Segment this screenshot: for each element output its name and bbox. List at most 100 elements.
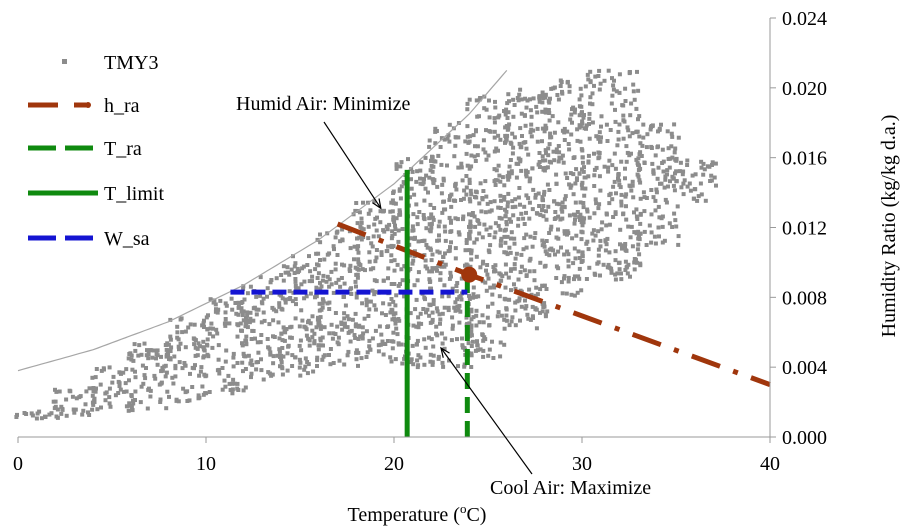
tmy3-point xyxy=(498,227,503,232)
tmy3-point xyxy=(461,196,466,201)
tmy3-point xyxy=(443,238,448,243)
tmy3-point xyxy=(642,160,647,165)
tmy3-point xyxy=(602,78,607,83)
tmy3-point xyxy=(569,132,574,137)
tmy3-point xyxy=(599,135,603,140)
tmy3-point xyxy=(470,339,475,344)
tmy3-point xyxy=(670,155,675,160)
tmy3-point xyxy=(220,366,225,370)
tmy3-point xyxy=(488,225,493,230)
tmy3-point xyxy=(297,365,302,370)
tmy3-point xyxy=(519,252,524,257)
tmy3-point xyxy=(320,357,325,362)
tmy3-point xyxy=(320,297,325,302)
tmy3-point xyxy=(367,344,372,349)
tmy3-point xyxy=(588,95,593,100)
tmy3-point xyxy=(261,296,266,301)
tmy3-point xyxy=(673,146,678,151)
tmy3-point xyxy=(93,375,98,380)
tmy3-point xyxy=(314,285,319,290)
tmy3-point xyxy=(458,294,463,298)
tmy3-point xyxy=(245,313,250,318)
tmy3-point xyxy=(562,274,567,279)
tmy3-point xyxy=(499,236,504,241)
tmy3-point xyxy=(329,269,334,274)
tmy3-point xyxy=(567,84,572,89)
tmy3-point xyxy=(315,317,320,322)
tmy3-point xyxy=(204,315,209,320)
tmy3-point xyxy=(398,282,402,286)
tmy3-point xyxy=(569,292,574,297)
tmy3-point xyxy=(396,239,401,244)
tmy3-point xyxy=(283,270,288,275)
tmy3-point xyxy=(296,286,301,291)
tmy3-point xyxy=(541,214,546,219)
tmy3-point xyxy=(644,243,649,247)
tmy3-point xyxy=(282,338,287,343)
tmy3-point xyxy=(581,220,586,225)
tmy3-point xyxy=(195,353,200,358)
tmy3-point xyxy=(624,159,629,164)
tmy3-point xyxy=(280,307,285,312)
tmy3-point xyxy=(475,339,479,344)
tmy3-point xyxy=(245,291,250,296)
tmy3-point xyxy=(127,401,132,406)
tmy3-point xyxy=(166,348,170,353)
tmy3-point xyxy=(710,163,714,167)
tmy3-point xyxy=(568,171,573,176)
tmy3-point xyxy=(464,174,469,178)
tmy3-point xyxy=(623,259,628,264)
tmy3-point xyxy=(216,307,221,312)
tmy3-point xyxy=(487,323,492,328)
tmy3-point xyxy=(554,276,559,280)
tmy3-point xyxy=(167,394,171,399)
tmy3-point xyxy=(600,220,605,225)
tmy3-point xyxy=(613,107,617,112)
tmy3-point xyxy=(372,303,377,308)
tmy3-point xyxy=(588,69,593,74)
tmy3-point xyxy=(696,194,701,199)
annotation-humid: Humid Air: Minimize xyxy=(236,93,411,115)
tmy3-point xyxy=(223,310,228,315)
tmy3-point xyxy=(556,249,561,254)
tmy3-point xyxy=(393,201,398,206)
tmy3-point xyxy=(127,378,131,383)
tmy3-point xyxy=(571,172,576,177)
tmy3-point xyxy=(213,302,218,307)
tmy3-point xyxy=(496,163,501,168)
tmy3-point xyxy=(544,287,549,291)
tmy3-point xyxy=(474,190,479,195)
tmy3-point xyxy=(570,236,575,241)
tmy3-point xyxy=(556,97,561,102)
tmy3-point xyxy=(302,296,307,301)
tmy3-point xyxy=(245,310,250,315)
tmy3-point xyxy=(502,296,507,301)
tmy3-point xyxy=(647,223,652,228)
tmy3-point xyxy=(78,394,83,399)
tmy3-point xyxy=(358,263,363,268)
tmy3-point xyxy=(679,185,684,190)
tmy3-point xyxy=(557,202,562,207)
tmy3-point xyxy=(212,298,217,303)
tmy3-point xyxy=(336,277,341,282)
tmy3-point xyxy=(183,390,188,395)
tmy3-point xyxy=(546,153,551,158)
tmy3-point xyxy=(84,389,89,394)
tmy3-point xyxy=(540,283,545,288)
tmy3-point xyxy=(469,323,474,328)
tmy3-point xyxy=(637,114,642,119)
tmy3-point xyxy=(570,120,574,125)
tmy3-point xyxy=(381,278,386,283)
tmy3-point xyxy=(398,212,403,217)
tmy3-point xyxy=(548,227,553,232)
tmy3-point xyxy=(128,351,133,356)
tmy3-point xyxy=(47,412,52,417)
tmy3-point xyxy=(338,284,343,289)
tmy3-point xyxy=(613,119,618,124)
tmy3-point xyxy=(531,316,535,320)
tmy3-point xyxy=(402,356,407,361)
tmy3-point xyxy=(554,172,559,177)
tmy3-point xyxy=(93,389,98,394)
tmy3-point xyxy=(505,234,510,239)
tmy3-point xyxy=(527,269,532,274)
